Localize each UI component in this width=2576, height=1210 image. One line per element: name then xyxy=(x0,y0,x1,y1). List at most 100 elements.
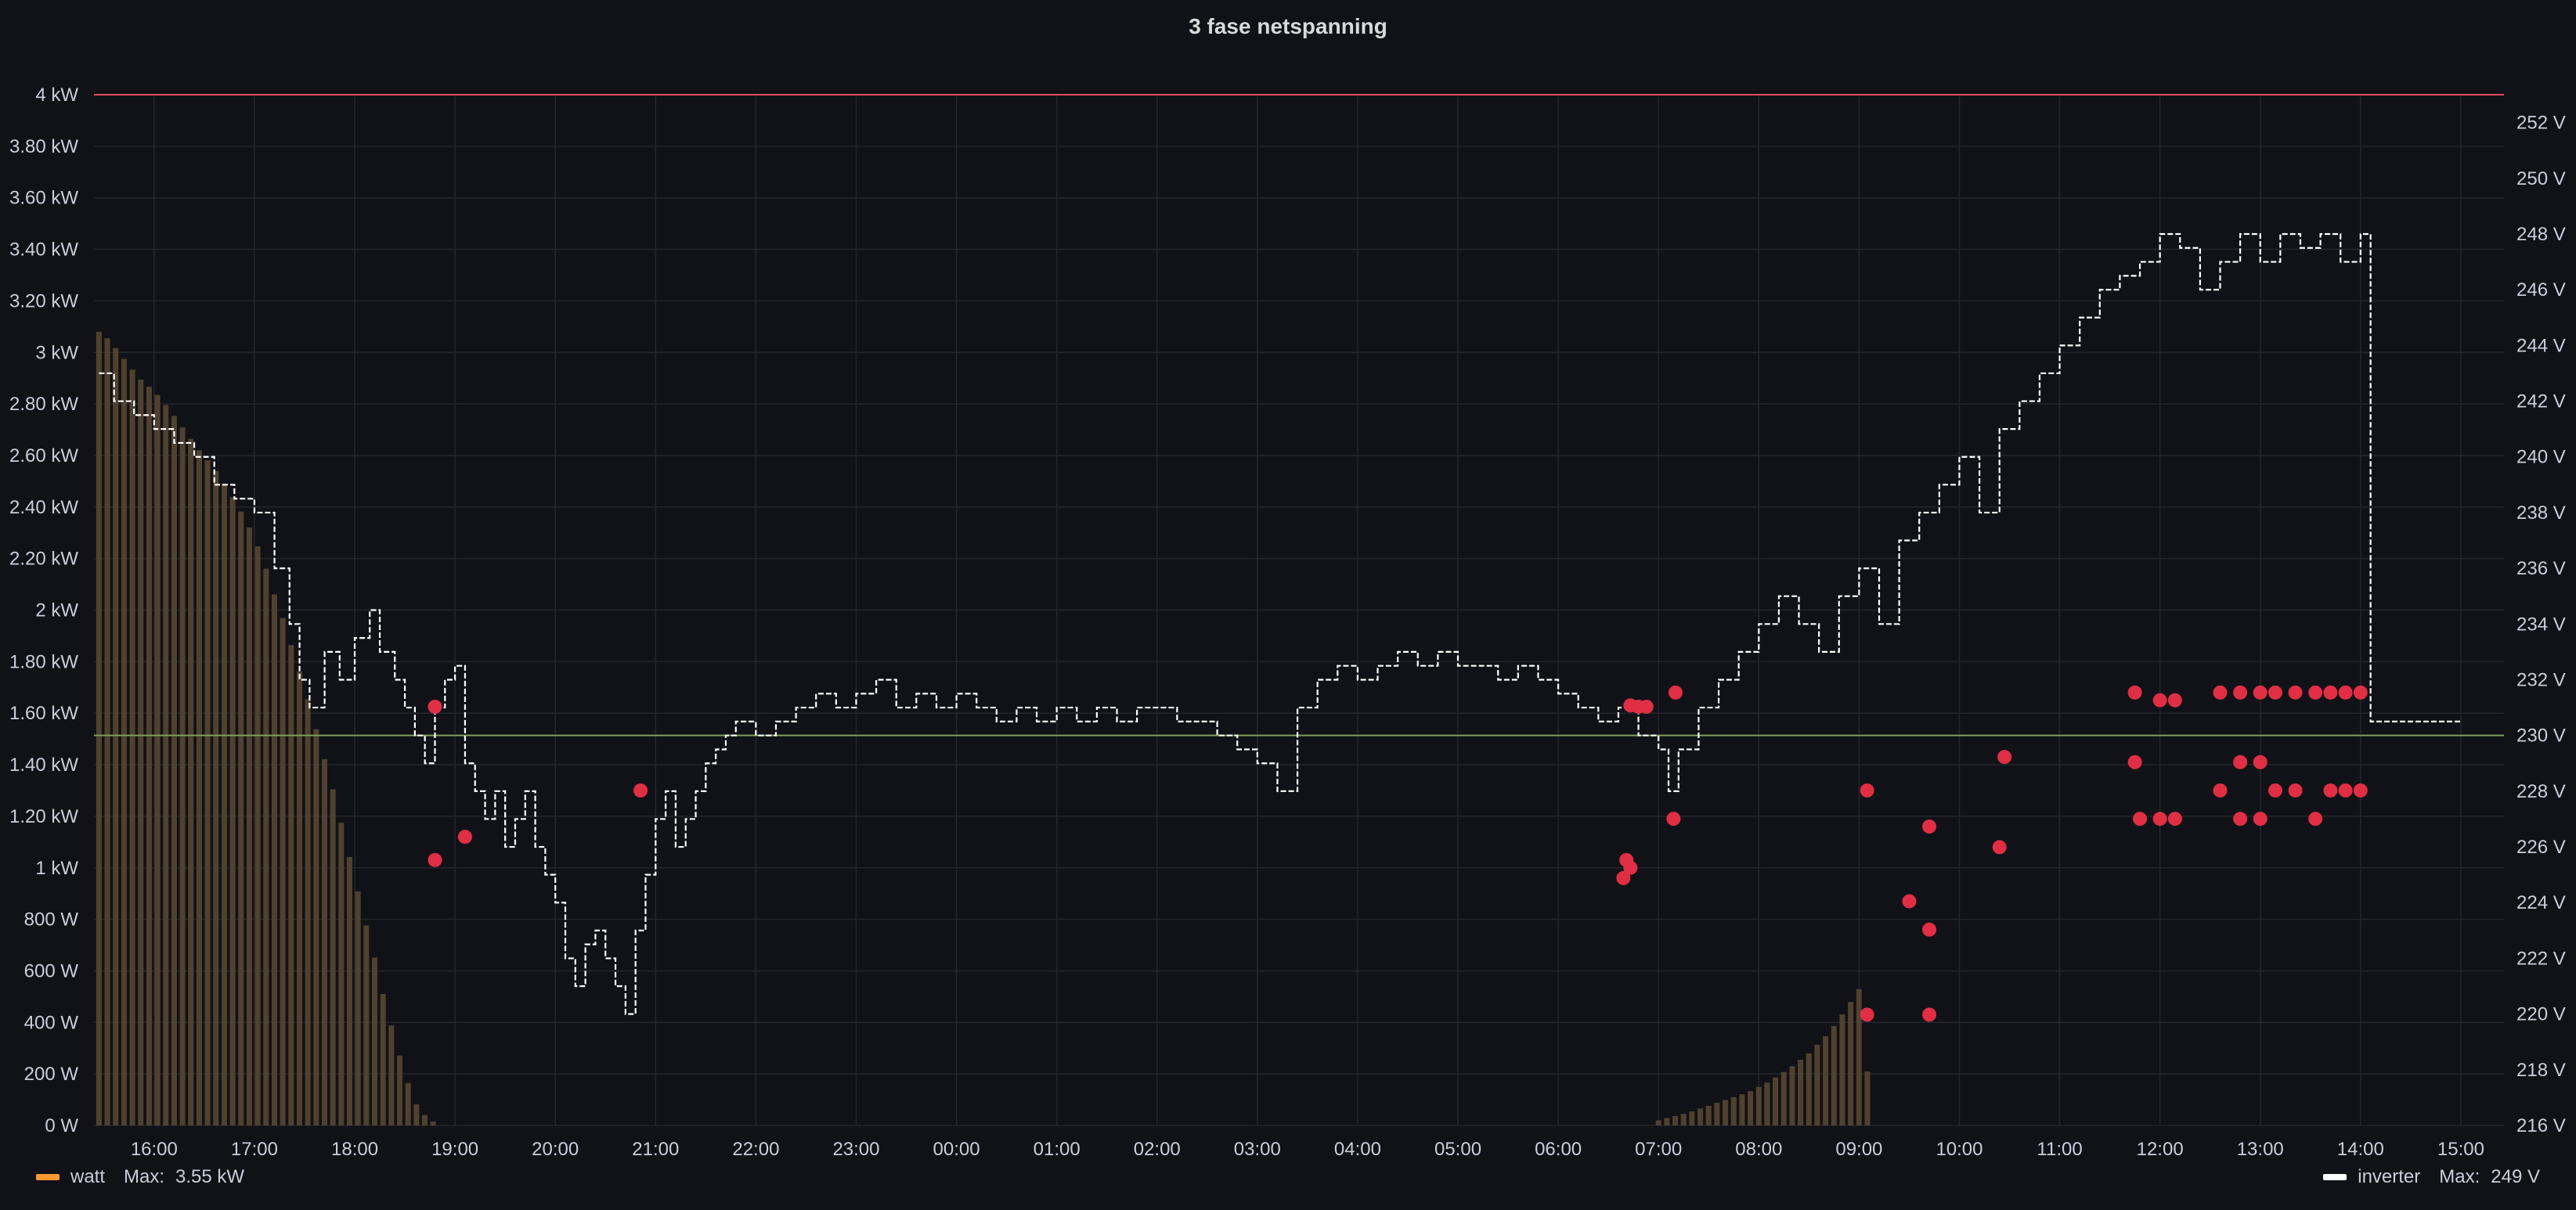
voltage-dot xyxy=(2338,685,2353,700)
y-right-tick-label: 244 V xyxy=(2516,335,2566,356)
watt-bar xyxy=(1798,1060,1804,1125)
voltage-dot xyxy=(2323,783,2338,798)
voltage-dot xyxy=(1922,1007,1937,1022)
voltage-dot xyxy=(2167,812,2182,826)
watt-bar xyxy=(1655,1120,1661,1125)
y-left-tick-label: 1.80 kW xyxy=(9,651,78,672)
y-left-tick-label: 3 kW xyxy=(35,342,78,363)
voltage-dot xyxy=(2152,812,2167,826)
voltage-dot xyxy=(2133,812,2148,826)
voltage-dot xyxy=(2323,685,2338,700)
watt-bar xyxy=(313,729,319,1125)
y-right-tick-label: 238 V xyxy=(2516,502,2566,524)
voltage-dot xyxy=(2338,783,2353,798)
x-tick-label: 17:00 xyxy=(231,1139,278,1160)
watt-bar xyxy=(1823,1035,1829,1125)
x-tick-label: 18:00 xyxy=(331,1139,378,1160)
voltage-dot xyxy=(2233,754,2248,769)
watt-bar xyxy=(1739,1094,1745,1125)
watt-bar xyxy=(213,470,219,1125)
voltage-dot xyxy=(2127,685,2142,700)
watt-bar xyxy=(154,394,161,1125)
watt-bar xyxy=(1697,1108,1704,1125)
watt-bar xyxy=(338,823,345,1125)
y-left-tick-label: 2.20 kW xyxy=(9,549,78,570)
watt-bar xyxy=(321,759,327,1125)
watt-bar xyxy=(1839,1014,1845,1125)
x-tick-label: 09:00 xyxy=(1835,1139,1882,1160)
y-right-tick-label: 216 V xyxy=(2516,1115,2566,1136)
y-right-tick-label: 250 V xyxy=(2516,168,2566,189)
x-tick-label: 06:00 xyxy=(1535,1139,1582,1160)
y-right-tick-label: 248 V xyxy=(2516,224,2566,245)
voltage-dot xyxy=(1902,894,1917,909)
watt-bar xyxy=(363,925,370,1125)
voltage-dot xyxy=(1666,812,1681,826)
watt-bar xyxy=(1705,1105,1712,1125)
y-right-tick-label: 218 V xyxy=(2516,1060,2566,1081)
watt-bar xyxy=(1806,1053,1812,1125)
voltage-dot xyxy=(1860,1007,1874,1022)
watt-bar xyxy=(1664,1118,1670,1125)
x-tick-label: 20:00 xyxy=(532,1139,579,1160)
y-right-tick-label: 246 V xyxy=(2516,279,2566,301)
watt-bar xyxy=(196,450,202,1125)
watt-bar xyxy=(1856,989,1862,1125)
legend-watt[interactable]: watt Max: 3.55 kW xyxy=(36,1166,244,1188)
y-left-tick-label: 2.80 kW xyxy=(9,394,78,415)
y-left-tick-label: 2 kW xyxy=(35,600,78,621)
y-left-tick-label: 400 W xyxy=(24,1012,79,1033)
y-left-tick-label: 2.40 kW xyxy=(9,497,78,518)
legend-watt-stat-label: Max: xyxy=(124,1166,165,1187)
watt-bar xyxy=(1714,1103,1720,1125)
y-left-tick-label: 0 W xyxy=(45,1115,78,1136)
x-tick-label: 08:00 xyxy=(1735,1139,1782,1160)
legend-inverter-stat-label: Max: xyxy=(2439,1166,2480,1187)
watt-bar xyxy=(288,645,294,1125)
voltage-dot xyxy=(2253,812,2268,826)
watt-bar xyxy=(254,546,261,1125)
y-right-tick-label: 230 V xyxy=(2516,726,2566,747)
watt-bar xyxy=(271,594,277,1125)
y-right-tick-label: 234 V xyxy=(2516,614,2566,635)
y-left-tick-label: 3.20 kW xyxy=(9,290,78,312)
watt-bar xyxy=(380,993,386,1125)
watt-bar xyxy=(238,511,244,1125)
x-tick-label: 22:00 xyxy=(732,1139,779,1160)
watt-bars xyxy=(96,331,1871,1126)
voltage-dot xyxy=(457,830,472,844)
watt-bar xyxy=(413,1104,420,1125)
watt-bar xyxy=(388,1025,395,1125)
thresholds xyxy=(94,94,2504,736)
legend-watt-swatch xyxy=(36,1174,60,1180)
voltage-dot xyxy=(2213,783,2228,798)
voltage-dot xyxy=(2233,685,2248,700)
voltage-dot xyxy=(2268,783,2282,798)
x-tick-label: 19:00 xyxy=(431,1139,478,1160)
voltage-dot xyxy=(1992,840,2007,855)
x-tick-label: 15:00 xyxy=(2437,1139,2484,1160)
watt-bar xyxy=(405,1082,411,1125)
y-left-tick-label: 4 kW xyxy=(35,85,78,106)
voltage-dot xyxy=(2268,685,2282,700)
voltage-dots xyxy=(428,685,2368,1022)
y-left-tick-label: 2.60 kW xyxy=(9,445,78,466)
x-tick-label: 12:00 xyxy=(2137,1139,2184,1160)
watt-bar xyxy=(1814,1044,1820,1125)
watt-bar xyxy=(221,484,227,1125)
watt-bar xyxy=(397,1055,403,1125)
x-tick-label: 16:00 xyxy=(131,1139,178,1160)
watt-bar xyxy=(138,379,144,1126)
voltage-dot xyxy=(2288,685,2303,700)
legend-inverter[interactable]: inverter Max: 249 V xyxy=(2323,1166,2540,1188)
voltage-dot xyxy=(2253,685,2268,700)
watt-bar xyxy=(422,1115,428,1125)
x-tick-label: 23:00 xyxy=(832,1139,879,1160)
y-left-tick-label: 600 W xyxy=(24,960,79,981)
inverter-line xyxy=(99,232,2461,1015)
legend-watt-stat-value: 3.55 kW xyxy=(175,1166,245,1187)
voltage-dot xyxy=(2167,693,2182,708)
y-right-tick-label: 236 V xyxy=(2516,558,2566,579)
y-right-tick-label: 220 V xyxy=(2516,1004,2566,1025)
